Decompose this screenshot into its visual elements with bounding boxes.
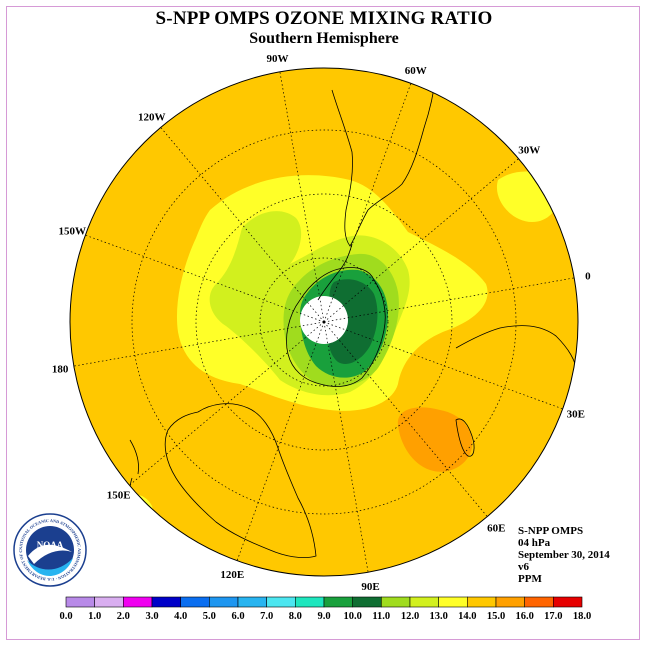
colorbar-swatch-14.0 [466, 596, 497, 608]
map-boundary [69, 67, 579, 577]
coastline-africa [455, 325, 578, 377]
colorbar-swatch-10.0 [352, 596, 382, 608]
colorbar-tick-label: 4.0 [174, 611, 187, 622]
colorbar-tick-label: 6.0 [231, 611, 244, 622]
colorbar-tick-label: 14.0 [458, 611, 476, 622]
colorbar: 0.0 1.0 2.0 3.0 4.0 5.0 6.0 7.0 8.0 9.0 10.0 11.0 12… [59, 596, 591, 622]
colorbar-tick-label: 5.0 [203, 611, 216, 622]
info-version: v6 [518, 561, 529, 573]
colorbar-swatch-17.0 [552, 596, 583, 608]
latitude-circle-45s [131, 129, 517, 515]
colorbar-tick-label: 0.0 [59, 611, 72, 622]
info-pressure-level: 04 hPa [518, 537, 551, 549]
longitude-label-90e: 90E [361, 581, 379, 593]
colorbar-swatch-7.0 [266, 596, 296, 608]
colorbar-swatch-9.0 [323, 596, 354, 608]
colorbar-tick-label: 11.0 [372, 611, 390, 622]
longitude-label-180: 180 [52, 364, 69, 376]
colorbar-swatch-1.0 [94, 596, 124, 608]
coastline-madagascar [455, 418, 475, 457]
colorbar-tick-label: 12.0 [401, 611, 419, 622]
longitude-label-30e: 30E [567, 409, 585, 421]
colorbar-swatch-13.0 [438, 596, 468, 608]
colorbar-tick-label: 10.0 [344, 611, 362, 622]
longitude-label-90w: 90W [267, 53, 289, 65]
latitude-circle-60s [195, 193, 453, 451]
colorbar-swatch-6.0 [237, 596, 268, 608]
coastline-australia [164, 403, 317, 558]
colorbar-swatch-0.0 [65, 596, 96, 608]
colorbar-tick-label: 17.0 [544, 611, 562, 622]
longitude-label-150w: 150W [58, 225, 86, 237]
colorbar-swatch-11.0 [380, 596, 411, 608]
ozone-level-10-plus-core [327, 279, 378, 365]
colorbar-swatch-4.0 [180, 596, 210, 608]
colorbar-tick-label: 15.0 [487, 611, 505, 622]
longitude-label-60e: 60E [487, 522, 505, 534]
info-panel: S-NPP OMPS 04 hPa September 30, 2014 v6 … [518, 525, 610, 585]
info-date: September 30, 2014 [518, 549, 610, 561]
noaa-logo-wordmark: NOAA [37, 540, 64, 550]
colorbar-swatch-16.0 [524, 596, 554, 608]
colorbar-swatch-3.0 [151, 596, 182, 608]
coastline-antarctic-peninsula [317, 243, 353, 301]
longitude-label-120e: 120E [220, 569, 244, 581]
colorbar-tick-label: 16.0 [516, 611, 534, 622]
map-subtitle: Southern Hemisphere [249, 30, 399, 47]
longitude-label-0: 0 [585, 271, 591, 283]
colorbar-tick-label: 7.0 [260, 611, 273, 622]
colorbar-tick-label: 2.0 [117, 611, 130, 622]
colorbar-swatch-5.0 [209, 596, 239, 608]
graticule [73, 71, 575, 573]
colorbar-tick-label: 3.0 [145, 611, 158, 622]
coastline-antarctica [286, 267, 386, 387]
ozone-field [70, 68, 578, 576]
colorbar-swatch-15.0 [495, 596, 526, 608]
colorbar-swatch-8.0 [294, 596, 325, 608]
ozone-level-14-15-region [397, 407, 473, 472]
info-units: PPM [518, 573, 542, 585]
colorbar-tick-label: 1.0 [88, 611, 101, 622]
page-frame [6, 6, 640, 640]
map-title: S-NPP OMPS OZONE MIXING RATIO [155, 8, 493, 29]
info-instrument: S-NPP OMPS [518, 525, 584, 537]
latitude-circle-75s [259, 257, 389, 387]
longitude-label-60w: 60W [405, 65, 427, 77]
longitude-label-150e: 150E [107, 489, 131, 501]
colorbar-swatch-2.0 [123, 596, 153, 608]
south-pole-marker [322, 320, 326, 324]
noaa-logo-seagull [28, 544, 72, 564]
longitude-labels: 90W 60W 30W 0 30E 60E 90E 120E 150E 180 150W 120W [52, 53, 591, 593]
noaa-logo-ring-text: NATIONAL OCEANIC AND ATMOSPHERIC ADMINIS… [0, 0, 82, 582]
colorbar-tick-label: 13.0 [430, 611, 448, 622]
noaa-logo-wave [27, 558, 73, 576]
colorbar-tick-label: 9.0 [317, 611, 330, 622]
colorbar-tick-label: 8.0 [289, 611, 302, 622]
colorbar-tick-label: 18.0 [573, 611, 591, 622]
longitude-label-30w: 30W [518, 145, 540, 157]
colorbar-swatch-12.0 [409, 596, 440, 608]
longitude-label-120w: 120W [138, 112, 166, 124]
polar-night-no-data [300, 296, 348, 344]
